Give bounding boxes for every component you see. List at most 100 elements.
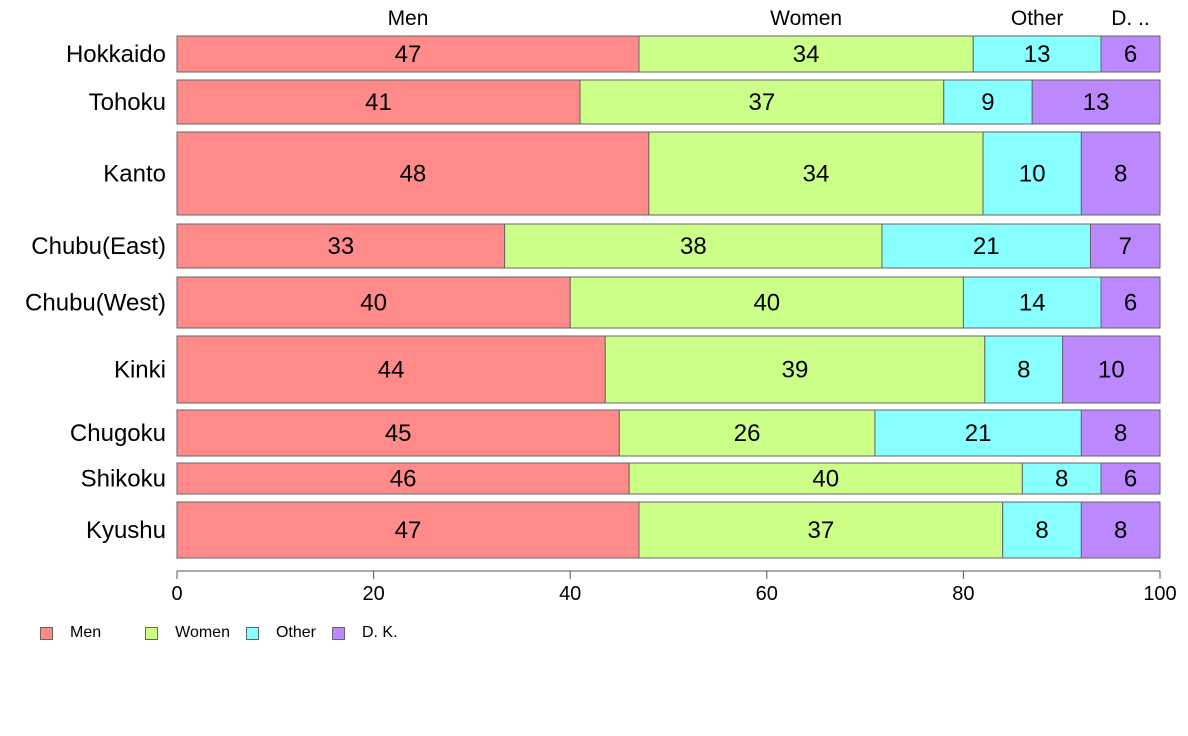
bar-kanto-other <box>982 131 1082 216</box>
bar-chubu-west-other <box>962 276 1102 329</box>
x-axis: 0 20 40 60 80 100 <box>171 570 1177 605</box>
data-label-kanto-other: 10 <box>1019 161 1046 188</box>
data-label-chugoku-men: 45 <box>385 420 412 447</box>
bar-kinki-women <box>604 335 986 404</box>
data-label-kyushu-d-k: 8 <box>1114 517 1127 544</box>
legend-swatch-other <box>245 626 259 640</box>
data-label-chugoku-women: 26 <box>734 420 761 447</box>
legend-label-dk: D. K. <box>361 624 398 641</box>
bar-chugoku-men <box>176 409 620 457</box>
x-tick-label-40: 40 <box>559 583 581 605</box>
top-label-d-k: D. .. <box>1111 7 1150 30</box>
data-label-kyushu-women: 37 <box>808 517 835 544</box>
data-label-kinki-d-k: 10 <box>1098 357 1125 384</box>
data-label-tohoku-d-k: 13 <box>1083 89 1110 116</box>
bar-kinki-other <box>984 335 1064 404</box>
category-label-chubu-west: Chubu(West) <box>25 290 166 317</box>
bar-kinki-d-k <box>1062 335 1161 404</box>
category-label-kyushu: Kyushu <box>86 517 166 544</box>
legend: Men Women Other D. K. <box>40 624 414 642</box>
data-label-hokkaido-women: 34 <box>793 41 820 68</box>
category-labels-layer: Hokkaido Tohoku Kanto Chubu(East) Chubu(West… <box>25 41 166 544</box>
category-label-kinki: Kinki <box>114 357 166 384</box>
legend-item-other: Other <box>245 624 316 642</box>
data-label-shikoku-men: 46 <box>390 466 417 493</box>
category-label-chugoku: Chugoku <box>70 420 166 447</box>
legend-item-dk: D. K. <box>331 624 398 642</box>
bar-hokkaido-women <box>638 35 974 73</box>
category-label-shikoku: Shikoku <box>81 466 166 493</box>
bar-chubu-west-men <box>176 276 571 329</box>
top-label-other: Other <box>1011 7 1064 30</box>
category-label-hokkaido: Hokkaido <box>66 41 166 68</box>
legend-swatch-women <box>145 626 159 640</box>
bar-shikoku-women <box>628 462 1023 495</box>
data-label-hokkaido-other: 13 <box>1024 41 1051 68</box>
bars-layer: 47 34 13 6 41 37 9 13 48 34 10 8 33 38 21 7 40 40 14 6 44 39 8… <box>176 35 1161 559</box>
data-label-tohoku-men: 41 <box>365 89 392 116</box>
x-tick-label-60: 60 <box>756 583 778 605</box>
bar-kyushu-d-k <box>1080 501 1161 559</box>
data-label-chubu-east-d-k: 7 <box>1119 233 1132 260</box>
legend-item-men: Men <box>40 624 101 642</box>
data-label-shikoku-d-k: 6 <box>1124 466 1137 493</box>
bar-chubu-west-d-k <box>1100 276 1161 329</box>
bar-kanto-d-k <box>1080 131 1161 216</box>
data-label-chugoku-d-k: 8 <box>1114 420 1127 447</box>
data-label-hokkaido-d-k: 6 <box>1124 41 1137 68</box>
data-label-chubu-east-women: 38 <box>680 233 707 260</box>
bar-hokkaido-men <box>176 35 640 73</box>
data-label-chubu-west-women: 40 <box>753 290 780 317</box>
bar-chubu-east-other <box>881 223 1091 269</box>
bar-kyushu-other <box>1002 501 1082 559</box>
bar-shikoku-d-k <box>1100 462 1161 495</box>
data-label-kanto-d-k: 8 <box>1114 161 1127 188</box>
data-label-hokkaido-men: 47 <box>395 41 422 68</box>
x-tick-label-20: 20 <box>362 583 384 605</box>
data-label-kyushu-other: 8 <box>1035 517 1048 544</box>
data-label-shikoku-women: 40 <box>812 466 839 493</box>
bar-hokkaido-d-k <box>1100 35 1161 73</box>
data-label-chubu-east-men: 33 <box>327 233 354 260</box>
data-label-chubu-west-men: 40 <box>360 290 387 317</box>
data-label-kinki-women: 39 <box>782 357 809 384</box>
bar-tohoku-d-k <box>1031 79 1161 125</box>
bar-kanto-men <box>176 131 650 216</box>
top-label-women: Women <box>770 7 842 30</box>
category-label-tohoku: Tohoku <box>89 89 166 116</box>
bar-tohoku-other <box>943 79 1033 125</box>
bar-chugoku-d-k <box>1080 409 1161 457</box>
data-label-kinki-other: 8 <box>1017 357 1030 384</box>
bar-chugoku-women <box>618 409 876 457</box>
bar-kanto-women <box>648 131 984 216</box>
x-tick-label-0: 0 <box>171 583 182 605</box>
x-tick-label-100: 100 <box>1143 583 1176 605</box>
data-label-shikoku-other: 8 <box>1055 466 1068 493</box>
category-label-chubu-east: Chubu(East) <box>31 233 166 260</box>
legend-swatch-men <box>40 626 53 640</box>
data-label-kanto-men: 48 <box>400 161 427 188</box>
legend-label-men: Men <box>70 624 102 641</box>
legend-label-women: Women <box>175 624 230 641</box>
bar-kyushu-men <box>176 501 640 559</box>
legend-label-other: Other <box>275 624 316 641</box>
data-label-tohoku-women: 37 <box>749 89 776 116</box>
legend-item-women: Women <box>145 624 230 642</box>
top-label-men: Men <box>388 7 429 30</box>
legend-swatch-dk <box>331 626 345 640</box>
data-label-kanto-women: 34 <box>803 161 830 188</box>
data-label-tohoku-other: 9 <box>981 89 994 116</box>
data-label-chubu-west-d-k: 6 <box>1124 290 1137 317</box>
data-label-chubu-east-other: 21 <box>973 233 1000 260</box>
bar-chubu-west-women <box>569 276 964 329</box>
data-label-kyushu-men: 47 <box>395 517 422 544</box>
category-label-kanto: Kanto <box>103 161 166 188</box>
data-label-chugoku-other: 21 <box>965 420 992 447</box>
top-labels-layer: Men Women Other D. .. <box>388 7 1150 30</box>
bar-tohoku-men <box>176 79 581 125</box>
bar-kyushu-women <box>638 501 1004 559</box>
data-label-chubu-west-other: 14 <box>1019 290 1046 317</box>
bar-chugoku-other <box>874 409 1082 457</box>
x-tick-label-80: 80 <box>952 583 974 605</box>
